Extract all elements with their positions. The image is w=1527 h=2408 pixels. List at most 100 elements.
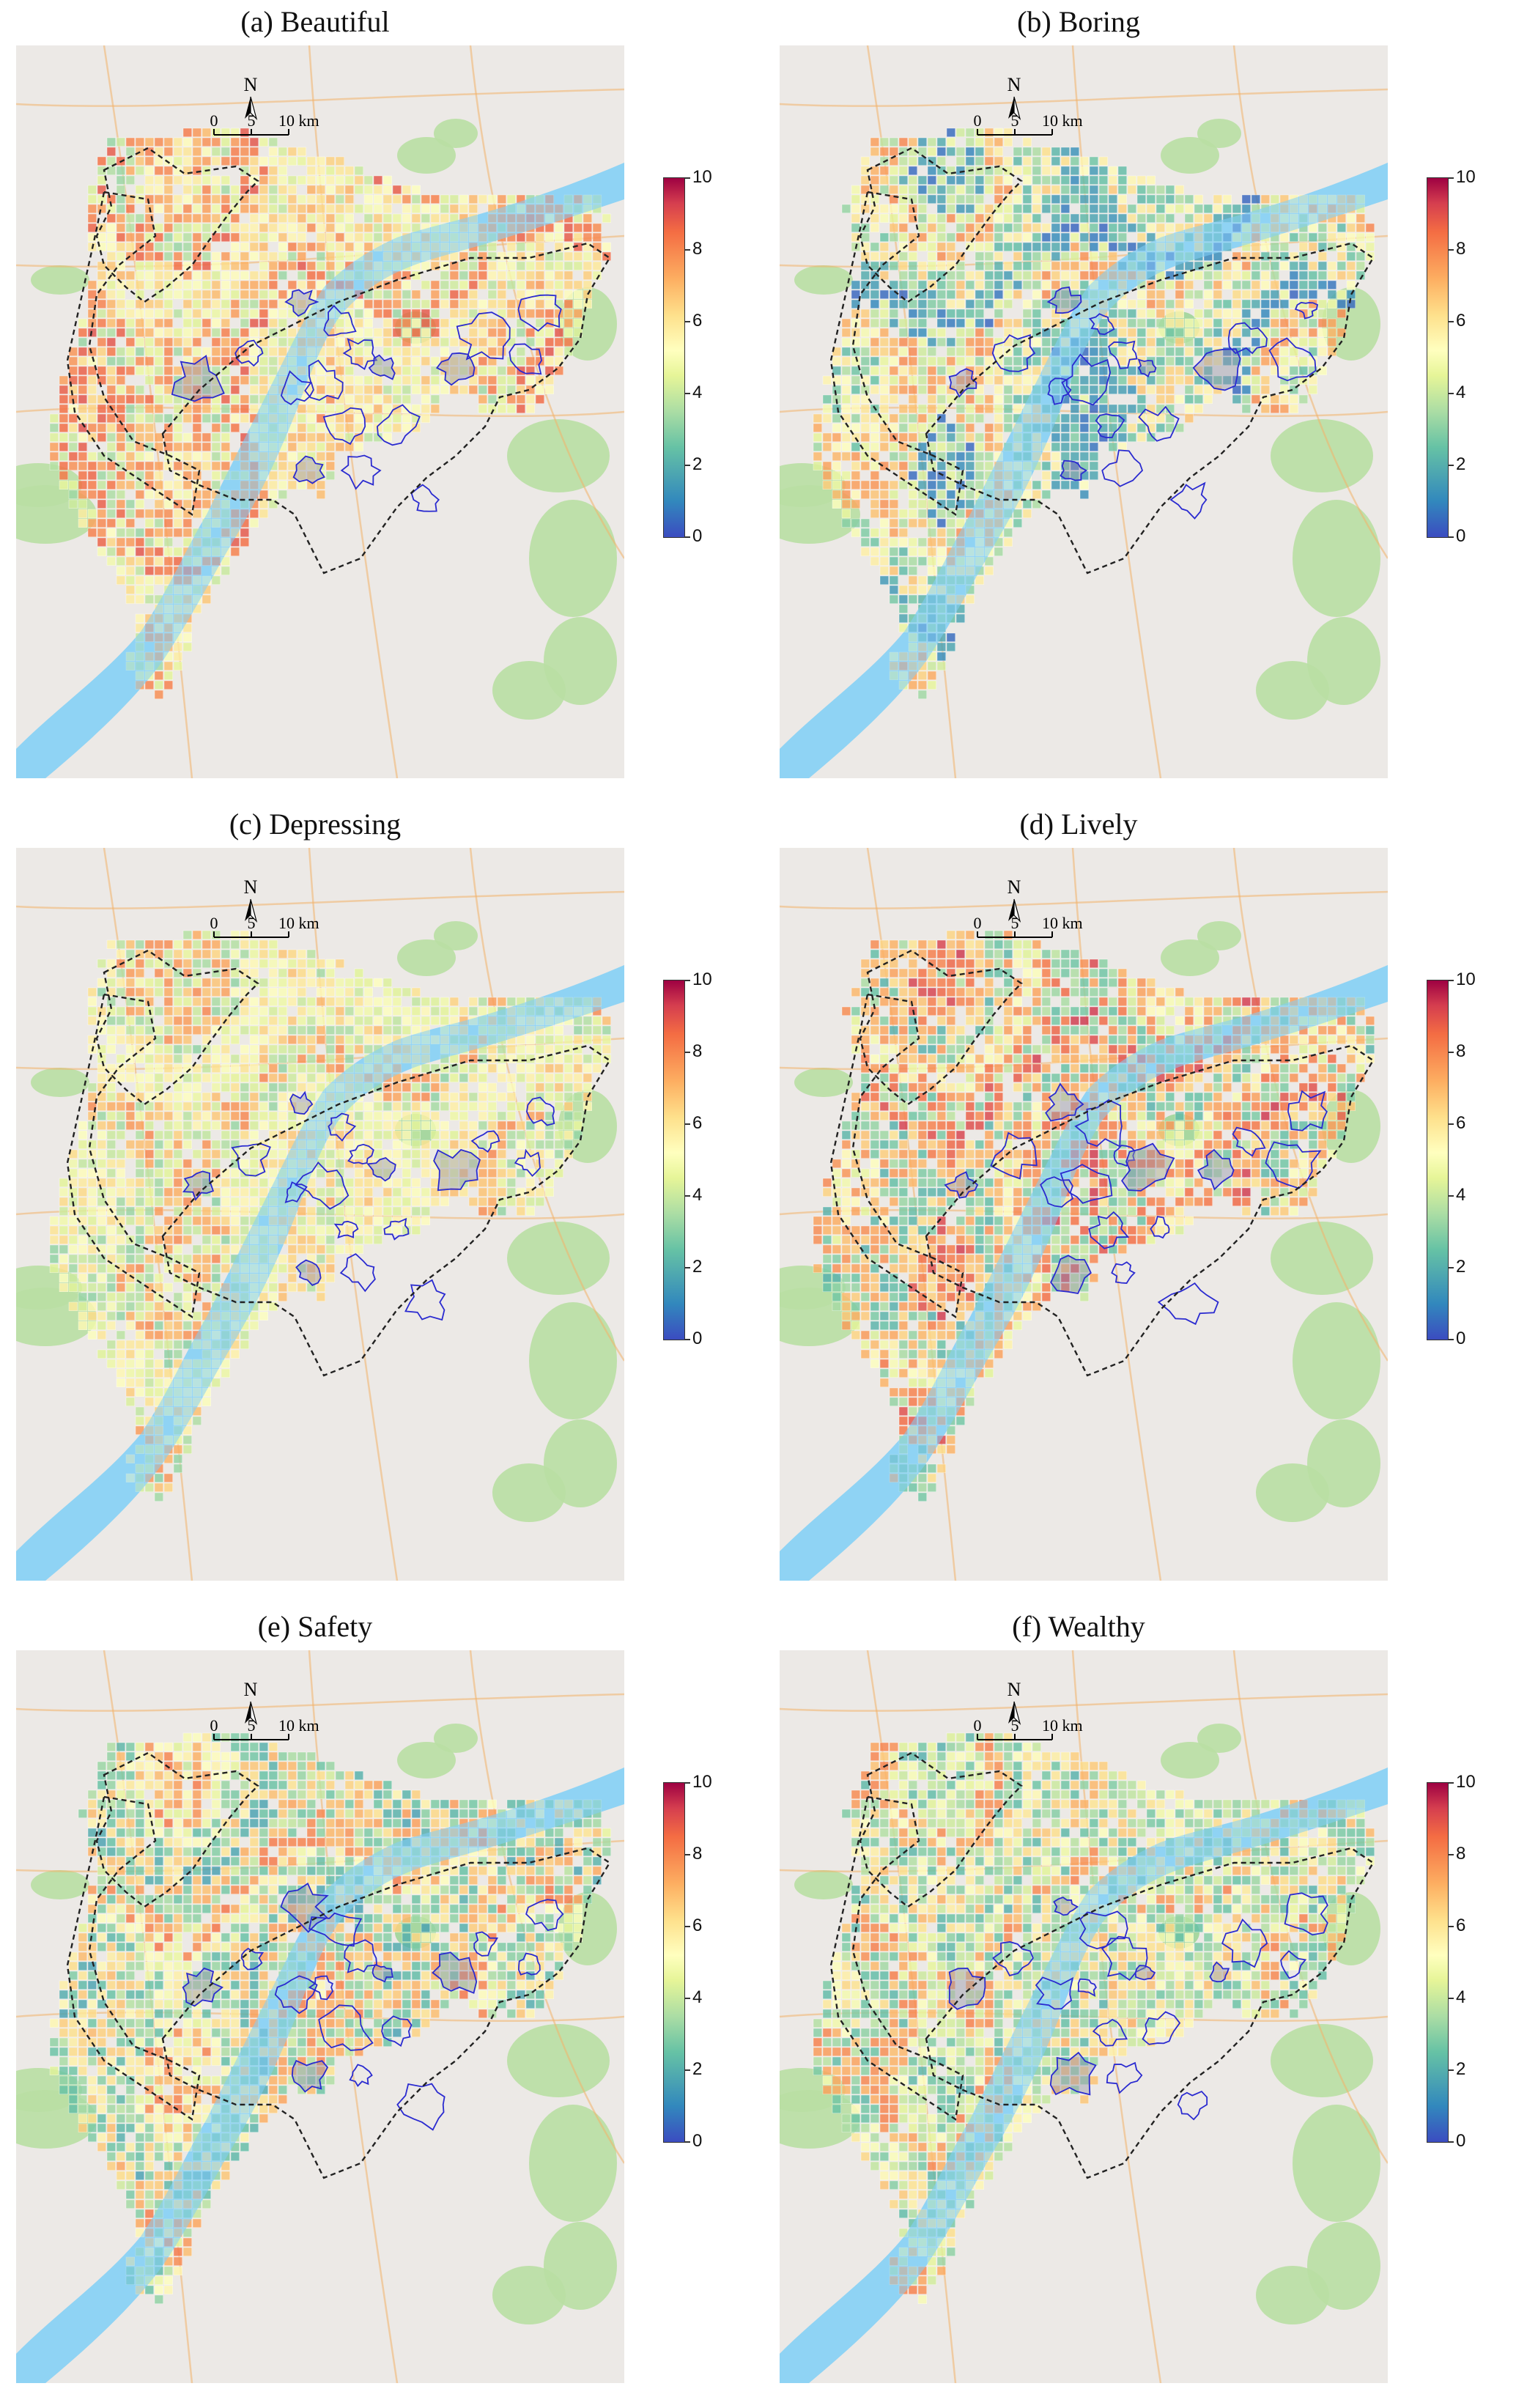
grid-cell — [87, 223, 97, 233]
grid-cell — [975, 442, 985, 452]
grid-cell — [1289, 394, 1299, 405]
grid-cell — [1356, 261, 1366, 271]
grid-cell — [116, 442, 126, 452]
grid-cell — [535, 394, 545, 405]
grid-cell — [278, 1149, 288, 1159]
grid-cell — [1346, 213, 1356, 224]
grid-cell — [516, 347, 526, 357]
grid-cell — [898, 347, 909, 357]
grid-cell — [363, 242, 374, 252]
grid-cell — [860, 547, 870, 557]
scale-label: 5 — [1011, 111, 1019, 130]
grid-cell — [221, 299, 231, 309]
road — [16, 890, 624, 909]
grid-cell — [421, 1006, 431, 1016]
grid-cell — [1108, 213, 1118, 224]
grid-cell — [573, 299, 583, 309]
grid-cell — [592, 223, 602, 233]
grid-cell — [544, 309, 555, 319]
grid-cell — [240, 1054, 250, 1064]
grid-cell — [506, 1120, 517, 1131]
grid-cell — [994, 432, 1004, 443]
grid-cell — [525, 261, 536, 271]
grid-cell — [497, 1063, 507, 1074]
grid-cell — [554, 261, 564, 271]
grid-cell — [1089, 156, 1099, 166]
grid-cell — [430, 1101, 440, 1112]
grid-cell — [135, 1197, 145, 1207]
grid-cell — [870, 490, 880, 500]
grid-cell — [975, 194, 985, 204]
grid-cell — [535, 299, 545, 309]
grid-cell — [1022, 137, 1032, 147]
grid-cell — [544, 375, 555, 385]
cluster-outline — [1095, 413, 1125, 439]
colorbar-tick-label: 10 — [692, 167, 712, 187]
grid-cell — [563, 280, 574, 290]
grid-cell — [201, 347, 212, 357]
grid-cell — [411, 1216, 421, 1226]
grid-cell — [230, 1063, 240, 1074]
grid-cell — [344, 423, 355, 433]
grid-cell — [440, 318, 450, 328]
grid-cell — [154, 480, 164, 490]
grid-cell — [392, 289, 402, 300]
grid-cell — [192, 337, 202, 347]
grid-cell — [59, 461, 69, 471]
colorbar-tick-label: 8 — [692, 239, 703, 259]
grid-cell — [173, 1111, 183, 1121]
grid-cell — [1203, 375, 1213, 385]
grid-cell — [125, 1197, 136, 1207]
grid-cell — [97, 490, 107, 500]
grid-cell — [421, 1206, 431, 1216]
grid-cell — [325, 959, 336, 969]
grid-cell — [211, 1111, 221, 1121]
grid-cell — [573, 1111, 583, 1121]
grid-cell — [440, 1178, 450, 1188]
grid-cell — [173, 147, 183, 157]
grid-cell — [1051, 175, 1061, 185]
grid-cell — [325, 385, 336, 395]
green-space — [507, 419, 610, 492]
grid-cell — [68, 1178, 78, 1188]
grid-cell — [573, 1025, 583, 1035]
grid-cell — [554, 1025, 564, 1035]
grid-cell — [535, 1082, 545, 1093]
grid-cell — [994, 128, 1004, 138]
grid-cell — [144, 356, 155, 366]
grid-cell — [173, 261, 183, 271]
grid-cell — [889, 175, 899, 185]
grid-cell — [1089, 451, 1099, 462]
grid-cell — [106, 309, 117, 319]
grid-cell — [1146, 280, 1156, 290]
grid-cell — [889, 375, 899, 385]
grid-cell — [154, 1168, 164, 1178]
grid-cell — [497, 299, 507, 309]
grid-cell — [1060, 289, 1071, 300]
grid-cell — [889, 537, 899, 547]
grid-cell — [1298, 356, 1309, 366]
grid-cell — [344, 1044, 355, 1055]
grid-cell — [402, 1006, 412, 1016]
grid-cell — [1051, 328, 1061, 338]
grid-cell — [78, 509, 88, 519]
grid-cell — [936, 194, 947, 204]
grid-cell — [182, 959, 193, 969]
grid-cell — [144, 299, 155, 309]
grid-cell — [1336, 251, 1347, 262]
grid-cell — [1175, 204, 1185, 214]
grid-cell — [544, 337, 555, 347]
grid-cell — [1184, 213, 1194, 224]
grid-cell — [316, 1206, 326, 1216]
grid-cell — [259, 242, 269, 252]
grid-cell — [230, 347, 240, 357]
grid-cell — [573, 1054, 583, 1064]
grid-cell — [363, 328, 374, 338]
grid-cell — [297, 1206, 307, 1216]
grid-cell — [97, 432, 107, 443]
grid-cell — [841, 404, 851, 414]
grid-cell — [1003, 137, 1013, 147]
grid-cell — [211, 299, 221, 309]
grid-cell — [1184, 337, 1194, 347]
grid-cell — [192, 1101, 202, 1112]
